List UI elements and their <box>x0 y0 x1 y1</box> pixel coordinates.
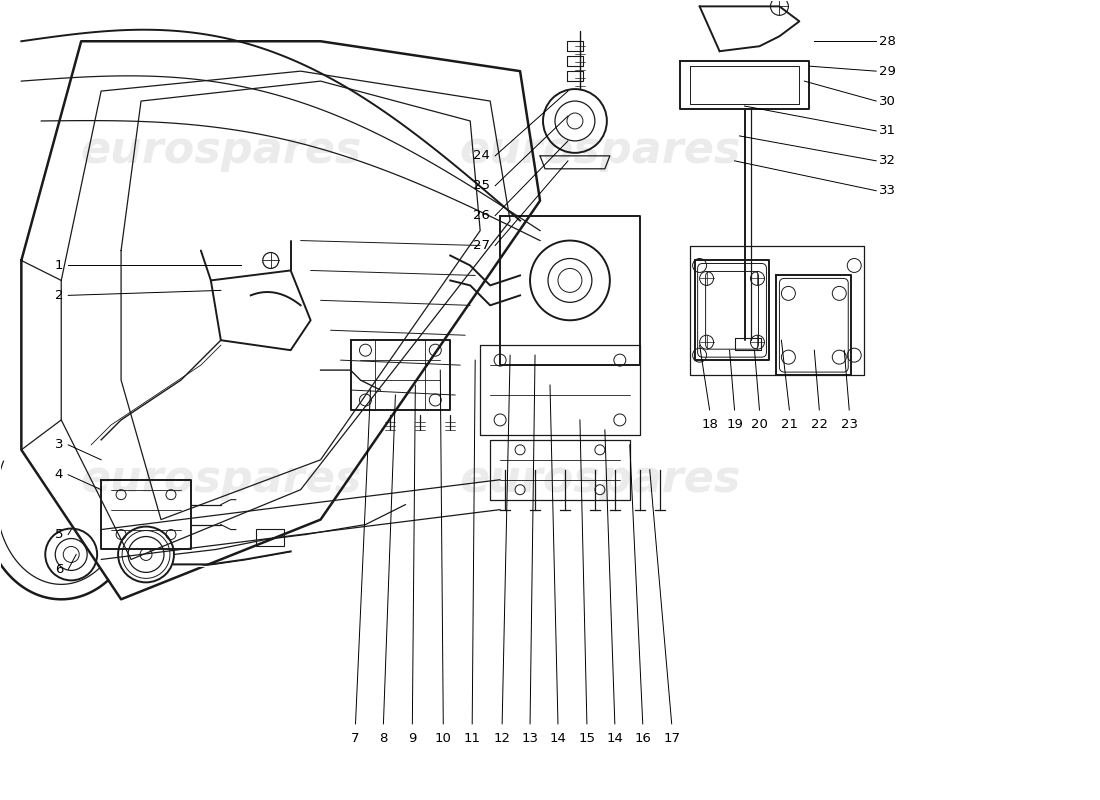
Bar <box>255 529 284 546</box>
Text: 6: 6 <box>55 563 63 576</box>
Text: eurospares: eurospares <box>459 130 740 172</box>
Text: 31: 31 <box>879 125 896 138</box>
Text: 8: 8 <box>379 732 387 746</box>
Text: 5: 5 <box>55 528 63 541</box>
Text: 27: 27 <box>473 239 491 252</box>
Text: 14: 14 <box>550 732 566 746</box>
Text: 17: 17 <box>663 732 680 746</box>
Text: 9: 9 <box>408 732 417 746</box>
Text: 20: 20 <box>751 418 768 431</box>
Text: 3: 3 <box>55 438 63 451</box>
Text: eurospares: eurospares <box>80 458 362 502</box>
Text: eurospares: eurospares <box>80 130 362 172</box>
Text: 16: 16 <box>635 732 651 746</box>
Text: eurospares: eurospares <box>459 458 740 502</box>
Text: 1: 1 <box>55 259 63 272</box>
Text: 14: 14 <box>606 732 624 746</box>
Text: 28: 28 <box>879 34 896 48</box>
Text: 26: 26 <box>473 209 491 222</box>
Text: 19: 19 <box>726 418 742 431</box>
Text: 13: 13 <box>521 732 539 746</box>
Text: 12: 12 <box>494 732 510 746</box>
Text: 18: 18 <box>701 418 718 431</box>
Text: 25: 25 <box>473 179 491 192</box>
Text: 15: 15 <box>579 732 595 746</box>
Text: 4: 4 <box>55 468 63 482</box>
Text: 29: 29 <box>879 65 896 78</box>
Text: 7: 7 <box>351 732 360 746</box>
Text: 10: 10 <box>434 732 452 746</box>
Text: 23: 23 <box>840 418 858 431</box>
Text: 2: 2 <box>55 289 63 302</box>
Text: 11: 11 <box>464 732 481 746</box>
Text: 24: 24 <box>473 150 491 162</box>
Text: 22: 22 <box>811 418 828 431</box>
Text: 30: 30 <box>879 94 896 107</box>
Text: 33: 33 <box>879 184 896 198</box>
Text: 32: 32 <box>879 154 896 167</box>
Text: 21: 21 <box>781 418 798 431</box>
